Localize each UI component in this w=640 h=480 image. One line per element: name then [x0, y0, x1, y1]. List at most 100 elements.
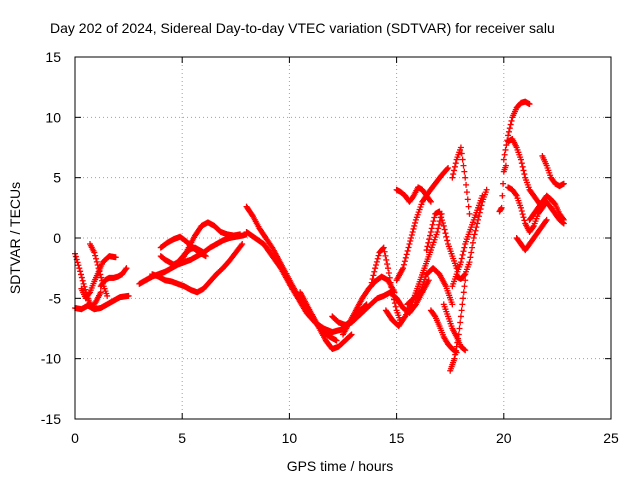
- y-tick-label: -15: [41, 411, 61, 427]
- series-arc-34: [539, 152, 567, 190]
- data-point: [368, 279, 375, 286]
- data-point: [502, 146, 509, 153]
- data-point: [559, 215, 566, 222]
- data-point: [392, 303, 399, 310]
- data-point: [451, 355, 458, 362]
- data-point: [463, 181, 470, 188]
- data-point: [389, 289, 396, 296]
- series-arc-14: [329, 277, 432, 328]
- data-point: [239, 241, 246, 248]
- data-point: [410, 225, 417, 232]
- data-point: [465, 203, 472, 210]
- data-point: [333, 337, 340, 344]
- data-point: [455, 331, 462, 338]
- series-arc-31: [505, 184, 567, 235]
- data-point: [444, 237, 451, 244]
- data-point: [72, 253, 79, 260]
- data-point: [379, 245, 386, 252]
- series-arc-05: [97, 265, 130, 290]
- data-point: [502, 162, 509, 169]
- series-arc-32: [513, 216, 550, 254]
- series-arc-12: [243, 203, 340, 344]
- data-point: [385, 269, 392, 276]
- data-point: [409, 228, 416, 235]
- data-point: [404, 247, 411, 254]
- data-point: [438, 214, 445, 221]
- data-point: [469, 239, 476, 246]
- data-point: [517, 156, 524, 163]
- data-point: [78, 274, 85, 281]
- data-point: [388, 284, 395, 291]
- data-point: [391, 296, 398, 303]
- data-point: [508, 117, 515, 124]
- data-point: [373, 262, 380, 269]
- data-point: [238, 242, 245, 249]
- data-point: [466, 210, 473, 217]
- data-point: [497, 206, 504, 213]
- data-point: [429, 221, 436, 228]
- data-point: [452, 347, 459, 354]
- data-point: [475, 216, 482, 223]
- data-point: [383, 256, 390, 263]
- y-tick-label: 15: [45, 49, 61, 65]
- data-point: [512, 191, 519, 198]
- series-arc-20: [404, 265, 456, 308]
- x-tick-label: 5: [178, 430, 186, 446]
- data-point: [374, 255, 381, 262]
- data-point: [385, 265, 392, 272]
- data-point: [93, 258, 100, 265]
- data-point: [400, 265, 407, 272]
- data-point: [505, 132, 512, 139]
- data-point: [521, 171, 528, 178]
- data-point: [411, 222, 418, 229]
- data-point: [370, 272, 377, 279]
- data-point: [369, 276, 376, 283]
- data-point: [431, 214, 438, 221]
- y-tick-label: -5: [49, 290, 62, 306]
- series-arc-21: [423, 208, 460, 272]
- data-point: [96, 268, 103, 275]
- data-point: [500, 156, 507, 163]
- y-tick-label: 0: [53, 230, 61, 246]
- data-point: [440, 222, 447, 229]
- data-point: [77, 268, 84, 275]
- series-arc-13: [297, 289, 355, 353]
- data-point: [382, 252, 389, 259]
- data-point: [436, 208, 443, 215]
- data-point: [560, 180, 567, 187]
- data-point: [92, 252, 99, 259]
- data-point: [498, 204, 505, 211]
- data-point: [112, 254, 119, 261]
- x-axis-tick-labels: 0 5 10 15 20 25: [71, 430, 619, 446]
- data-point: [371, 268, 378, 275]
- data-point: [501, 151, 508, 158]
- data-point: [400, 261, 407, 268]
- axis-ticks: [74, 56, 612, 420]
- data-point: [461, 244, 468, 251]
- data-point: [456, 325, 463, 332]
- data-point: [407, 238, 414, 245]
- data-point: [348, 331, 355, 338]
- data-point: [477, 206, 484, 213]
- data-point: [435, 225, 442, 232]
- y-tick-label: -10: [41, 351, 61, 367]
- data-point: [462, 174, 469, 181]
- data-point: [380, 244, 387, 251]
- data-point: [401, 258, 408, 265]
- data-point: [442, 230, 449, 237]
- data-point: [444, 166, 451, 173]
- data-point: [367, 283, 374, 290]
- data-point: [451, 163, 458, 170]
- data-point: [464, 196, 471, 203]
- data-point: [529, 224, 536, 231]
- chart-title: Day 202 of 2024, Sidereal Day-to-day VTE…: [50, 20, 555, 36]
- data-point: [386, 274, 393, 281]
- data-points: [72, 98, 567, 374]
- data-point: [519, 211, 526, 218]
- data-point: [406, 241, 413, 248]
- data-point: [462, 347, 469, 354]
- data-point: [458, 307, 465, 314]
- data-point: [437, 211, 444, 218]
- data-point: [426, 236, 433, 243]
- data-point: [517, 204, 524, 211]
